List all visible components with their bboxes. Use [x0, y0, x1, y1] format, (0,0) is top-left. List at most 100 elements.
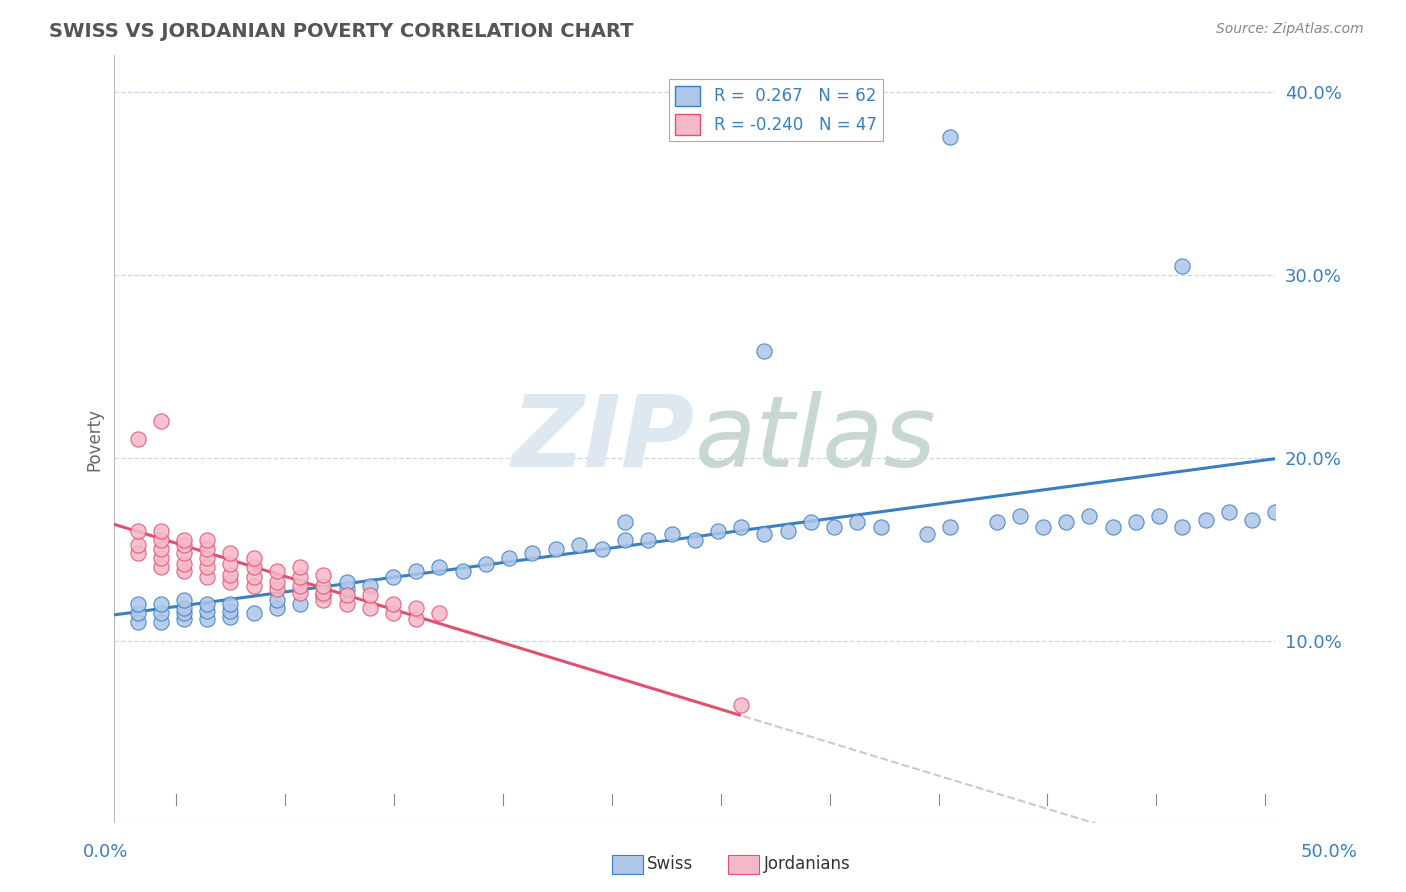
Point: [127, 615, 149, 630]
Point: [195, 569, 218, 583]
Point: [382, 597, 405, 611]
Point: [1101, 520, 1123, 534]
Point: [149, 606, 172, 620]
Text: ZIP: ZIP: [512, 391, 695, 488]
Point: [312, 586, 335, 600]
Point: [429, 560, 451, 574]
Point: [127, 524, 149, 538]
Text: 0.0%: 0.0%: [83, 843, 128, 861]
Point: [429, 606, 451, 620]
Point: [127, 546, 149, 560]
Point: [195, 542, 218, 557]
Point: [335, 588, 357, 602]
Point: [288, 560, 311, 574]
Point: [219, 597, 242, 611]
Point: [312, 579, 335, 593]
Point: [173, 600, 195, 615]
Point: [266, 574, 288, 589]
Point: [288, 569, 311, 583]
Point: [1194, 513, 1216, 527]
Point: [405, 564, 427, 578]
Point: [1032, 520, 1054, 534]
Point: [986, 515, 1008, 529]
Point: [1171, 259, 1194, 273]
Legend: R =  0.267   N = 62, R = -0.240   N = 47: R = 0.267 N = 62, R = -0.240 N = 47: [669, 78, 883, 141]
Point: [173, 538, 195, 552]
Point: [195, 604, 218, 618]
Point: [195, 560, 218, 574]
Point: [359, 579, 381, 593]
Point: [335, 574, 357, 589]
Point: [754, 527, 776, 541]
Point: [614, 533, 637, 547]
Point: [1125, 515, 1147, 529]
Point: [219, 604, 242, 618]
Point: [195, 551, 218, 566]
Point: [451, 564, 474, 578]
Point: [707, 524, 730, 538]
Point: [405, 600, 427, 615]
Point: [359, 588, 381, 602]
Point: [683, 533, 706, 547]
Point: [312, 567, 335, 582]
Point: [173, 606, 195, 620]
Point: [823, 520, 845, 534]
Point: [127, 433, 149, 447]
Point: [288, 579, 311, 593]
Point: [127, 538, 149, 552]
Point: [730, 520, 752, 534]
Point: [382, 606, 405, 620]
Point: [288, 597, 311, 611]
Point: [1218, 506, 1240, 520]
Point: [1240, 513, 1263, 527]
Point: [312, 588, 335, 602]
Point: [219, 546, 242, 560]
Point: [219, 557, 242, 571]
Point: [498, 551, 520, 566]
Point: [219, 574, 242, 589]
Point: [219, 567, 242, 582]
Point: [869, 520, 891, 534]
Point: [382, 569, 405, 583]
Point: [149, 533, 172, 547]
Point: [359, 600, 381, 615]
Point: [1147, 509, 1170, 524]
Point: [1054, 515, 1077, 529]
Text: atlas: atlas: [695, 391, 936, 488]
Y-axis label: Poverty: Poverty: [86, 408, 103, 471]
Point: [1078, 509, 1101, 524]
Point: [173, 557, 195, 571]
Point: [149, 524, 172, 538]
Point: [149, 597, 172, 611]
Point: [800, 515, 823, 529]
Point: [242, 569, 264, 583]
Point: [173, 546, 195, 560]
Point: [266, 582, 288, 597]
Point: [149, 560, 172, 574]
Point: [939, 130, 962, 145]
Point: [173, 611, 195, 625]
Point: [127, 597, 149, 611]
Text: Jordanians: Jordanians: [763, 855, 851, 873]
Text: 50.0%: 50.0%: [1301, 843, 1357, 861]
Point: [173, 533, 195, 547]
Point: [544, 542, 567, 557]
Point: [242, 551, 264, 566]
Point: [754, 344, 776, 359]
Point: [568, 538, 591, 552]
Point: [266, 593, 288, 607]
Point: [614, 515, 637, 529]
Point: [266, 600, 288, 615]
Point: [1264, 506, 1286, 520]
Point: [405, 611, 427, 625]
Point: [242, 560, 264, 574]
Point: [312, 593, 335, 607]
Point: [335, 582, 357, 597]
Point: [195, 611, 218, 625]
Text: Source: ZipAtlas.com: Source: ZipAtlas.com: [1216, 22, 1364, 37]
Point: [915, 527, 938, 541]
Point: [776, 524, 799, 538]
Point: [173, 564, 195, 578]
Point: [127, 606, 149, 620]
Point: [173, 593, 195, 607]
